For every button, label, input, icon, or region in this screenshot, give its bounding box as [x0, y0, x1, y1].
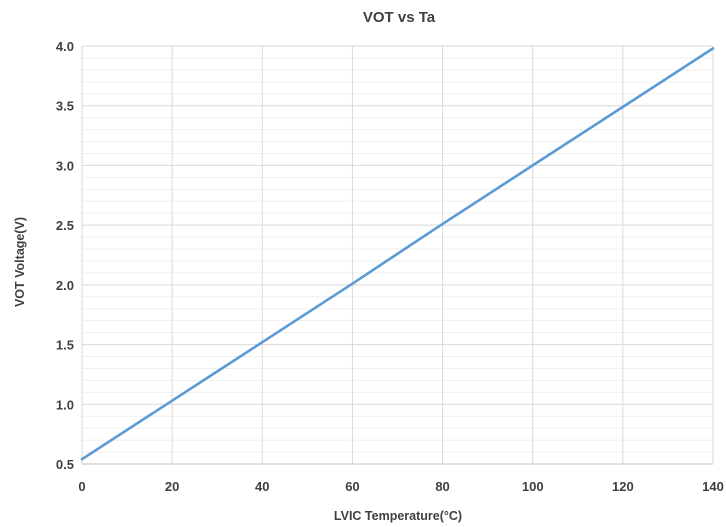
chart-title: VOT vs Ta [363, 9, 436, 26]
x-tick-label: 20 [165, 479, 179, 494]
x-tick-label: 0 [78, 479, 85, 494]
x-tick-label: 40 [255, 479, 269, 494]
y-tick-label: 3.5 [56, 99, 74, 114]
major-grid [82, 45, 714, 464]
y-tick-label: 1.0 [56, 397, 74, 412]
x-tick-label: 60 [345, 479, 359, 494]
y-tick-label: 1.5 [56, 338, 74, 353]
y-tick-label: 2.0 [56, 278, 74, 293]
minor-grid [82, 57, 713, 453]
x-tick-label: 80 [435, 479, 449, 494]
y-tick-label: 2.5 [56, 218, 74, 233]
series-layer [80, 47, 715, 461]
y-tick-label: 4.0 [56, 39, 74, 54]
y-tick-label: 0.5 [56, 457, 74, 472]
x-tick-label: 100 [522, 479, 544, 494]
x-axis-label: LVIC Temperature(°C) [334, 509, 462, 523]
axes [81, 46, 713, 465]
x-tick-labels: 0 20 40 60 80 100 120 140 [78, 479, 723, 494]
y-axis-label: VOT Voltage(V) [13, 217, 27, 307]
y-tick-labels: 0.5 1.0 1.5 2.0 2.5 3.0 3.5 4.0 [56, 39, 74, 472]
series-line [80, 47, 715, 461]
x-tick-label: 120 [612, 479, 634, 494]
y-tick-label: 3.0 [56, 158, 74, 173]
x-tick-label: 140 [702, 479, 724, 494]
